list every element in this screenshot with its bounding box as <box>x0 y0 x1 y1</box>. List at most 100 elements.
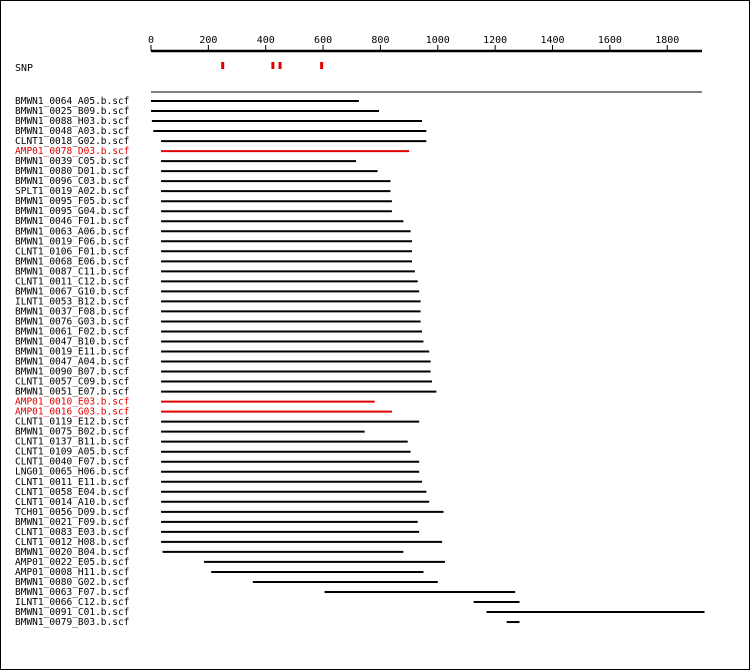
read-row[interactable]: BMWN1_0025_B09.b.scf <box>15 106 380 117</box>
read-row[interactable]: BMWN1_0080_G02.b.scf <box>15 577 438 588</box>
read-name: BMWN1_0025_B09.b.scf <box>15 106 129 117</box>
axis-tick-label: 1200 <box>483 35 507 46</box>
read-row[interactable]: CLNT1_0040_F07.b.scf <box>15 457 420 468</box>
read-row[interactable]: BMWN1_0095_F05.b.scf <box>15 196 392 207</box>
read-row[interactable]: CLNT1_0011_C12.b.scf <box>15 276 418 287</box>
read-row[interactable]: CLNT1_0137_B11.b.scf <box>15 437 408 448</box>
read-row[interactable]: ILNT1_0066_C12.b.scf <box>15 597 520 608</box>
read-row[interactable]: BMWN1_0087_C11.b.scf <box>15 266 415 277</box>
read-row[interactable]: BMWN1_0021_F09.b.scf <box>15 517 418 528</box>
read-row[interactable]: BMWN1_0075_B02.b.scf <box>15 427 365 438</box>
read-name: CLNT1_0137_B11.b.scf <box>15 437 129 448</box>
axis-tick-label: 200 <box>199 35 217 46</box>
axis-tick-label: 1000 <box>426 35 450 46</box>
position-axis: 0 200 400 600 800 1000 1200 1400 1600 1800 <box>148 35 702 53</box>
read-row[interactable]: CLNT1_0119_E12.b.scf <box>15 417 420 428</box>
read-row[interactable]: ILNT1_0053_B12.b.scf <box>15 296 421 307</box>
read-name: BMWN1_0048_A03.b.scf <box>15 126 129 137</box>
read-name: BMWN1_0051_E07.b.scf <box>15 387 129 398</box>
read-row[interactable]: AMP01_0010_E03.b.scf <box>15 397 375 408</box>
read-row[interactable]: BMWN1_0051_E07.b.scf <box>15 387 437 398</box>
read-row[interactable]: CLNT1_0109_A05.b.scf <box>15 447 411 458</box>
read-name: CLNT1_0106_F01.b.scf <box>15 246 129 257</box>
read-row[interactable]: BMWN1_0064_A05.b.scf <box>15 96 359 107</box>
read-name: BMWN1_0076_G03.b.scf <box>15 316 129 327</box>
read-name: BMWN1_0079_B03.b.scf <box>15 617 129 628</box>
read-name: BMWN1_0063_F07.b.scf <box>15 587 129 598</box>
read-row[interactable]: BMWN1_0080_D01.b.scf <box>15 166 378 177</box>
read-row[interactable]: AMP01_0008_H11.b.scf <box>15 567 424 578</box>
read-row[interactable]: BMWN1_0095_G04.b.scf <box>15 206 392 217</box>
axis-tick-label: 400 <box>257 35 275 46</box>
read-row[interactable]: BMWN1_0068_E06.b.scf <box>15 256 412 267</box>
read-row[interactable]: BMWN1_0061_F02.b.scf <box>15 326 423 337</box>
read-row[interactable]: BMWN1_0020_B04.b.scf <box>15 547 404 558</box>
read-row[interactable]: SPLT1_0019_A02.b.scf <box>15 186 391 197</box>
read-name: CLNT1_0083_E03.b.scf <box>15 527 129 538</box>
read-name: BMWN1_0064_A05.b.scf <box>15 96 129 107</box>
read-row[interactable]: CLNT1_0083_E03.b.scf <box>15 527 420 538</box>
read-name: AMP01_0078_D03.b.scf <box>15 146 129 157</box>
read-row[interactable]: BMWN1_0076_G03.b.scf <box>15 316 421 327</box>
read-row[interactable]: BMWN1_0067_G10.b.scf <box>15 286 420 297</box>
read-row[interactable]: AMP01_0022_E05.b.scf <box>15 557 445 568</box>
read-row[interactable]: BMWN1_0019_F06.b.scf <box>15 236 412 247</box>
read-row[interactable]: CLNT1_0058_E04.b.scf <box>15 487 427 498</box>
read-row[interactable]: BMWN1_0090_B07.b.scf <box>15 367 431 378</box>
read-row[interactable]: BMWN1_0047_B10.b.scf <box>15 336 424 347</box>
read-name: CLNT1_0011_C12.b.scf <box>15 276 129 287</box>
read-row[interactable]: CLNT1_0014_A10.b.scf <box>15 497 430 508</box>
read-row[interactable]: LNG01_0065_H06.b.scf <box>15 467 420 478</box>
read-row[interactable]: BMWN1_0063_A06.b.scf <box>15 226 411 237</box>
snp-marker <box>271 62 275 69</box>
read-row[interactable]: BMWN1_0019_E11.b.scf <box>15 347 430 358</box>
read-row[interactable]: BMWN1_0039_C05.b.scf <box>15 156 357 167</box>
read-name: BMWN1_0019_E11.b.scf <box>15 347 129 358</box>
read-name: AMP01_0010_E03.b.scf <box>15 397 129 408</box>
read-row[interactable]: CLNT1_0106_F01.b.scf <box>15 246 412 257</box>
read-row[interactable]: AMP01_0078_D03.b.scf <box>15 146 410 157</box>
read-row[interactable]: BMWN1_0088_H03.b.scf <box>15 116 423 127</box>
read-name: BMWN1_0020_B04.b.scf <box>15 547 129 558</box>
read-name: BMWN1_0091_C01.b.scf <box>15 607 129 618</box>
read-name: BMWN1_0095_G04.b.scf <box>15 206 129 217</box>
read-name: BMWN1_0095_F05.b.scf <box>15 196 129 207</box>
read-row[interactable]: TCH01_0056_D09.b.scf <box>15 507 444 518</box>
snp-marker <box>320 62 324 69</box>
read-row[interactable]: CLNT1_0018_G02.b.scf <box>15 136 427 147</box>
read-name: BMWN1_0047_B10.b.scf <box>15 336 129 347</box>
read-row[interactable]: CLNT1_0057_C09.b.scf <box>15 377 433 388</box>
read-row[interactable]: BMWN1_0037_F08.b.scf <box>15 306 421 317</box>
read-name: BMWN1_0075_B02.b.scf <box>15 427 129 438</box>
read-row[interactable]: BMWN1_0046_F01.b.scf <box>15 216 404 227</box>
axis-tick-label: 1400 <box>540 35 564 46</box>
axis-tick-label: 1800 <box>655 35 679 46</box>
read-row[interactable]: BMWN1_0096_C03.b.scf <box>15 176 391 187</box>
read-row[interactable]: BMWN1_0048_A03.b.scf <box>15 126 427 137</box>
read-row[interactable]: BMWN1_0063_F07.b.scf <box>15 587 516 598</box>
read-row[interactable]: BMWN1_0091_C01.b.scf <box>15 607 705 618</box>
read-row[interactable]: BMWN1_0047_A04.b.scf <box>15 357 431 368</box>
snp-track <box>221 62 324 69</box>
read-name: LNG01_0065_H06.b.scf <box>15 467 129 478</box>
read-name: BMWN1_0068_E06.b.scf <box>15 256 129 267</box>
read-name: CLNT1_0012_H08.b.scf <box>15 537 129 548</box>
read-name: BMWN1_0037_F08.b.scf <box>15 306 129 317</box>
read-name: CLNT1_0011_E11.b.scf <box>15 477 129 488</box>
read-name: BMWN1_0047_A04.b.scf <box>15 357 129 368</box>
read-alignment-list: BMWN1_0064_A05.b.scfBMWN1_0025_B09.b.scf… <box>15 96 705 628</box>
read-name: AMP01_0016_G03.b.scf <box>15 407 129 418</box>
read-row[interactable]: AMP01_0016_G03.b.scf <box>15 407 392 418</box>
read-name: BMWN1_0080_D01.b.scf <box>15 166 129 177</box>
read-row[interactable]: CLNT1_0012_H08.b.scf <box>15 537 443 548</box>
read-row[interactable]: CLNT1_0011_E11.b.scf <box>15 477 423 488</box>
read-name: CLNT1_0040_F07.b.scf <box>15 457 129 468</box>
read-name: BMWN1_0090_B07.b.scf <box>15 367 129 378</box>
read-name: CLNT1_0119_E12.b.scf <box>15 417 129 428</box>
read-name: ILNT1_0053_B12.b.scf <box>15 296 129 307</box>
read-row[interactable]: BMWN1_0079_B03.b.scf <box>15 617 520 628</box>
read-name: TCH01_0056_D09.b.scf <box>15 507 129 518</box>
read-name: ILNT1_0066_C12.b.scf <box>15 597 129 608</box>
